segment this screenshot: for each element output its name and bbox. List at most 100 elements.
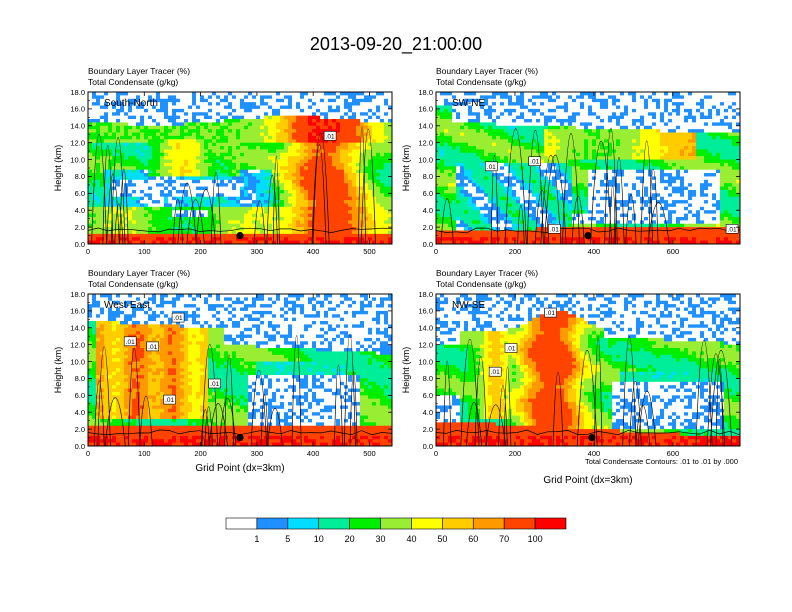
colorbar-swatch <box>534 517 567 530</box>
y-tick-label: 8.0 <box>75 374 85 383</box>
y-tick-label: 2.0 <box>75 223 85 232</box>
x-tick-label: 400 <box>588 247 601 256</box>
panel-0: Boundary Layer Tracer (%)Total Condensat… <box>53 66 393 256</box>
contour-label-box <box>123 336 137 347</box>
y-tick-label: 16.0 <box>418 105 433 114</box>
condensate-contours <box>435 335 741 447</box>
colorbar-swatch <box>225 517 258 530</box>
contour-label: .01 <box>546 310 555 317</box>
contour-label: .01 <box>126 339 135 346</box>
y-tick-label: 14.0 <box>70 122 85 131</box>
colorbar-swatch <box>411 517 443 530</box>
colorbar-label: 10 <box>314 534 324 544</box>
heatmap-field <box>436 92 741 245</box>
colorbar: 1 5 10 20 30 40 50 60 70 100 <box>225 517 567 544</box>
contour-label: .01 <box>210 381 219 388</box>
contour-label-box <box>504 343 518 353</box>
colorbar-label: 40 <box>406 534 416 544</box>
contour-label: .01 <box>506 346 515 353</box>
panel-subtitle-condensate: Total Condensate (g/kg) <box>436 77 526 87</box>
contour-label: .01 <box>491 369 500 376</box>
x-axis-label: Grid Point (dx=3km) <box>195 463 284 474</box>
y-tick-label: 6.0 <box>423 189 433 198</box>
contour-label-box <box>171 312 185 323</box>
y-tick-label: 10.0 <box>70 155 85 164</box>
heatmap-field <box>436 294 741 447</box>
y-tick-label: 0.0 <box>423 240 433 249</box>
y-tick-label: 4.0 <box>423 206 433 215</box>
y-tick-label: 0.0 <box>75 442 85 451</box>
panel-subtitle-tracer: Boundary Layer Tracer (%) <box>436 268 538 278</box>
y-tick-label: 10.0 <box>418 357 433 366</box>
x-tick-label: 400 <box>307 449 320 458</box>
y-tick-label: 8.0 <box>423 172 433 181</box>
contour-label: .01 <box>326 133 335 140</box>
location-marker <box>236 434 244 442</box>
contour-label-box <box>544 307 557 318</box>
y-axis-label: Height (km) <box>401 145 411 192</box>
colorbar-swatch <box>349 517 381 530</box>
heatmap-field <box>88 294 393 447</box>
contour-label-box <box>528 156 542 166</box>
y-tick-label: 4.0 <box>423 408 433 417</box>
y-tick-label: 12.0 <box>418 340 433 349</box>
panel-2: Boundary Layer Tracer (%)Total Condensat… <box>53 268 393 474</box>
x-tick-label: 400 <box>307 247 320 256</box>
contour-label: .01 <box>728 226 737 233</box>
y-tick-label: 18.0 <box>70 88 85 97</box>
panel-label: South-North <box>104 98 158 109</box>
x-tick-label: 600 <box>667 247 680 256</box>
colorbar-swatch <box>287 517 320 530</box>
y-tick-label: 2.0 <box>423 425 433 434</box>
y-tick-label: 16.0 <box>70 307 85 316</box>
x-axis-label: Grid Point (dx=3km) <box>543 475 632 486</box>
condensate-contours <box>435 127 741 245</box>
colorbar-label: 100 <box>528 534 543 544</box>
y-tick-label: 18.0 <box>70 290 85 299</box>
y-tick-label: 10.0 <box>418 155 433 164</box>
colorbar-label: 70 <box>499 534 509 544</box>
contour-label: .01 <box>148 344 157 351</box>
y-tick-label: 10.0 <box>70 357 85 366</box>
footnote: Total Condensate Contours: .01 to .01 by… <box>585 457 738 466</box>
colorbar-swatch <box>256 517 289 530</box>
y-tick-label: 4.0 <box>75 206 85 215</box>
y-tick-label: 16.0 <box>70 105 85 114</box>
colorbar-label: 20 <box>345 534 355 544</box>
contour-label: .01 <box>174 315 183 322</box>
x-tick-label: 300 <box>251 449 264 458</box>
y-tick-label: 8.0 <box>423 374 433 383</box>
y-tick-label: 4.0 <box>75 408 85 417</box>
x-tick-label: 200 <box>509 449 522 458</box>
panel-1: Boundary Layer Tracer (%)Total Condensat… <box>401 66 741 256</box>
y-tick-label: 2.0 <box>75 425 85 434</box>
panel-subtitle-tracer: Boundary Layer Tracer (%) <box>88 66 190 76</box>
y-tick-label: 6.0 <box>75 391 85 400</box>
x-tick-label: 600 <box>667 449 680 458</box>
x-tick-label: 0 <box>434 449 438 458</box>
y-tick-label: 14.0 <box>418 324 433 333</box>
panel-subtitle-condensate: Total Condensate (g/kg) <box>88 279 178 289</box>
x-tick-label: 200 <box>509 247 522 256</box>
colorbar-label: 5 <box>285 534 290 544</box>
colorbar-swatch <box>503 517 536 530</box>
x-tick-label: 500 <box>363 449 376 458</box>
location-marker <box>588 434 596 442</box>
contour-label-box <box>208 378 221 389</box>
y-tick-label: 0.0 <box>75 240 85 249</box>
location-marker <box>236 232 244 240</box>
panel-subtitle-tracer: Boundary Layer Tracer (%) <box>436 66 538 76</box>
contour-label-box <box>146 341 159 352</box>
contour-label: .01 <box>165 397 174 404</box>
y-axis-label: Height (km) <box>53 145 63 192</box>
y-tick-label: 18.0 <box>418 290 433 299</box>
x-tick-label: 0 <box>434 247 438 256</box>
y-tick-label: 6.0 <box>423 391 433 400</box>
colorbar-label: 60 <box>468 534 478 544</box>
x-tick-label: 300 <box>251 247 264 256</box>
figure-title: 2013-09-20_21:00:00 <box>310 34 482 55</box>
heatmap-field <box>88 92 393 245</box>
panel-subtitle-condensate: Total Condensate (g/kg) <box>88 77 178 87</box>
colorbar-swatch <box>318 517 350 530</box>
